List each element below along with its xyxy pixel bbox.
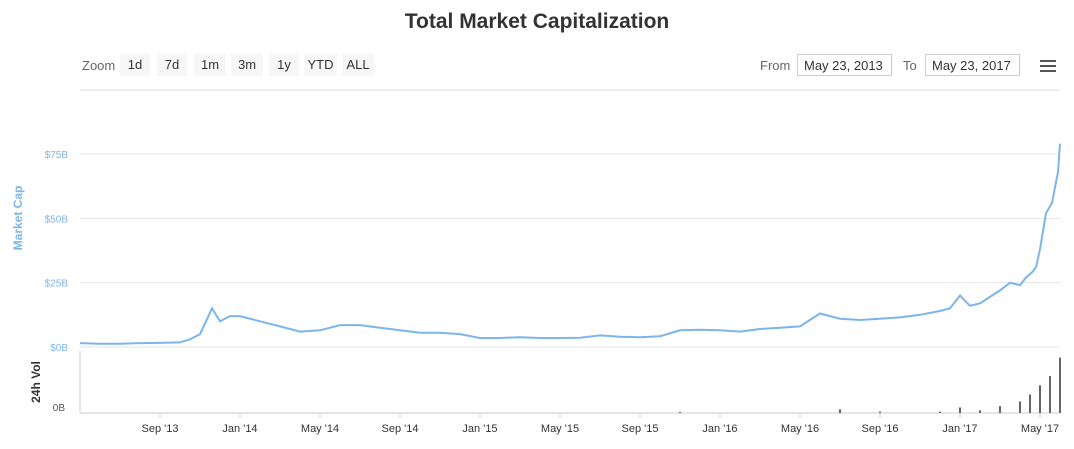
y-axis-title: Market Cap xyxy=(11,186,25,251)
y-tick-label: $75B xyxy=(45,150,69,161)
volume-bar xyxy=(1049,376,1051,413)
x-tick-label: Sep '16 xyxy=(862,423,899,435)
zoom-1y-button[interactable]: 1y xyxy=(269,54,299,76)
volume-bar xyxy=(979,410,981,413)
y-tick-label: $50B xyxy=(45,214,69,225)
chart-title: Total Market Capitalization xyxy=(404,10,670,33)
x-tick-label: May '15 xyxy=(541,423,579,435)
volume-bar xyxy=(879,411,881,413)
x-tick-label: Jan '14 xyxy=(222,423,257,435)
zoom-1m-button[interactable]: 1m xyxy=(194,54,226,76)
volume-bar xyxy=(939,411,941,413)
volume-bar xyxy=(1039,385,1041,413)
x-tick-label: Sep '13 xyxy=(142,423,179,435)
x-tick-label: Jan '15 xyxy=(462,423,497,435)
x-tick-label: Sep '14 xyxy=(382,423,419,435)
x-tick-label: May '17 xyxy=(1021,423,1059,435)
y-tick-label: $0B xyxy=(50,343,68,354)
from-label: From xyxy=(760,58,791,73)
zoom-label: Zoom xyxy=(82,58,116,73)
y-tick-label: $25B xyxy=(45,279,69,290)
x-tick-label: Jan '16 xyxy=(702,423,737,435)
zoom-1d-button[interactable]: 1d xyxy=(120,54,150,76)
volume-bar xyxy=(1029,394,1031,413)
volume-axis-title: 24h Vol xyxy=(29,361,43,403)
zoom-3m-button[interactable]: 3m xyxy=(231,54,263,76)
zoom-7d-button[interactable]: 7d xyxy=(157,54,187,76)
volume-bar xyxy=(1019,401,1021,413)
to-date-input[interactable]: May 23, 2017 xyxy=(925,54,1020,76)
hamburger-icon[interactable] xyxy=(1040,60,1056,75)
volume-bar xyxy=(999,406,1001,413)
to-label: To xyxy=(903,58,917,73)
x-tick-label: May '14 xyxy=(301,423,339,435)
zoom-ytd-button[interactable]: YTD xyxy=(304,54,337,76)
volume-tick-label: 0B xyxy=(53,403,66,414)
zoom-all-button[interactable]: ALL xyxy=(342,54,374,76)
x-tick-label: May '16 xyxy=(781,423,819,435)
volume-bar xyxy=(1059,357,1061,413)
x-tick-label: Sep '15 xyxy=(622,423,659,435)
volume-bar xyxy=(679,412,681,413)
volume-bar xyxy=(959,407,961,413)
market-cap-line xyxy=(79,143,1061,345)
from-date-input[interactable]: May 23, 2013 xyxy=(797,54,892,76)
volume-bar xyxy=(839,409,841,413)
x-tick-label: Jan '17 xyxy=(942,423,977,435)
